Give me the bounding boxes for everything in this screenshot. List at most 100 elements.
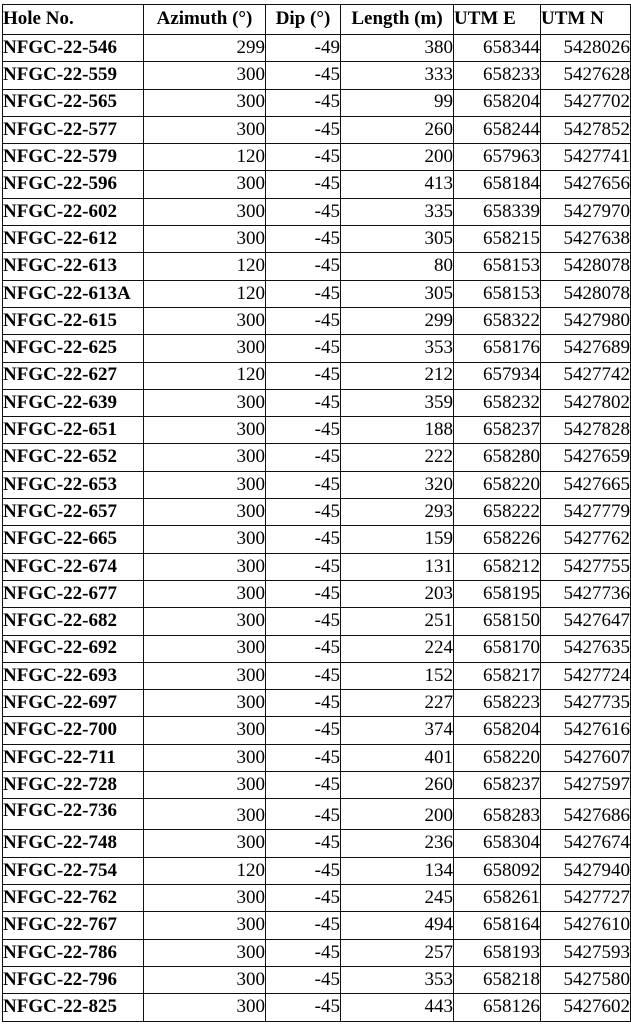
value-cell: 658322 [453,306,541,336]
value-cell: 299 [340,306,454,336]
value-cell: 260 [340,115,454,145]
value-cell: 227 [340,689,454,718]
value-cell: 300 [143,743,266,773]
value-cell: -45 [265,716,341,745]
value-cell: 333 [340,61,454,90]
value-cell: 300 [143,993,266,1022]
value-cell: 152 [340,661,454,691]
value-cell: -45 [265,334,341,363]
table-row: NFGC-22-653 300 -45 320 658220 5427665 [2,470,631,500]
value-cell: 300 [143,607,266,636]
value-cell: 5427736 [540,579,631,609]
value-cell: 5427741 [540,143,631,172]
value-cell: 5427602 [540,993,631,1022]
value-cell: 293 [340,498,454,527]
value-cell: 300 [143,911,266,940]
hole-no-cell: NFGC-22-692 [2,634,144,663]
value-cell: 300 [143,306,266,336]
hole-no-cell: NFGC-22-639 [2,388,144,418]
value-cell: 99 [340,88,454,117]
value-cell: 300 [143,829,266,858]
value-cell: 299 [143,33,266,63]
value-cell: 5427702 [540,88,631,117]
hole-no-cell: NFGC-22-559 [2,61,144,90]
value-cell: 5427616 [540,716,631,745]
value-cell: 658222 [453,498,541,527]
table-row: NFGC-22-825 300 -45 443 658126 5427602 [2,993,631,1022]
value-cell: -45 [265,607,341,636]
table-row: NFGC-22-674 300 -45 131 658212 5427755 [2,552,631,581]
table-row: NFGC-22-657 300 -45 293 658222 5427779 [2,498,631,527]
value-cell: 120 [143,856,266,886]
hole-no-cell: NFGC-22-613 [2,252,144,281]
table-row: NFGC-22-565 300 -45 99 658204 5427702 [2,88,631,117]
value-cell: 5427628 [540,61,631,90]
value-cell: -45 [265,856,341,886]
value-cell: 251 [340,607,454,636]
value-cell: 658176 [453,334,541,363]
value-cell: 658215 [453,225,541,254]
value-cell: 658218 [453,965,541,995]
value-cell: 300 [143,552,266,581]
hole-no-cell: NFGC-22-627 [2,361,144,390]
value-cell: 5427727 [540,884,631,913]
table-row: NFGC-22-596 300 -45 413 658184 5427656 [2,170,631,199]
value-cell: 222 [340,443,454,472]
value-cell: 5427593 [540,938,631,967]
value-cell: -45 [265,798,341,831]
value-cell: 300 [143,938,266,967]
value-cell: 5427656 [540,170,631,199]
value-cell: 300 [143,225,266,254]
table-row: NFGC-22-639 300 -45 359 658232 5427802 [2,388,631,418]
table-row: NFGC-22-762 300 -45 245 658261 5427727 [2,884,631,913]
value-cell: -45 [265,170,341,199]
value-cell: -45 [265,525,341,554]
value-cell: 300 [143,334,266,363]
value-cell: 658244 [453,115,541,145]
value-cell: -45 [265,88,341,117]
hole-no-cell: NFGC-22-612 [2,225,144,254]
value-cell: 212 [340,361,454,390]
hole-no-cell: NFGC-22-596 [2,170,144,199]
hole-no-cell: NFGC-22-613A [2,279,144,308]
value-cell: -49 [265,33,341,63]
value-cell: 5427674 [540,829,631,858]
table-row: NFGC-22-786 300 -45 257 658193 5427593 [2,938,631,967]
table-row: NFGC-22-692 300 -45 224 658170 5427635 [2,634,631,663]
table-row: NFGC-22-579 120 -45 200 657963 5427741 [2,143,631,172]
value-cell: 300 [143,170,266,199]
hole-no-cell: NFGC-22-767 [2,911,144,940]
value-cell: 300 [143,388,266,418]
value-cell: -45 [265,306,341,336]
value-cell: 658220 [453,470,541,500]
hole-no-cell: NFGC-22-697 [2,689,144,718]
table-row: NFGC-22-693 300 -45 152 658217 5427724 [2,661,631,691]
table-row: NFGC-22-748 300 -45 236 658304 5427674 [2,829,631,858]
value-cell: 658092 [453,856,541,886]
value-cell: 5428026 [540,33,631,63]
value-cell: 80 [340,252,454,281]
value-cell: 5427580 [540,965,631,995]
table-row: NFGC-22-613 120 -45 80 658153 5428078 [2,252,631,281]
value-cell: 5427610 [540,911,631,940]
value-cell: 260 [340,771,454,800]
value-cell: 134 [340,856,454,886]
value-cell: 658195 [453,579,541,609]
value-cell: -45 [265,661,341,691]
hole-no-cell: NFGC-22-602 [2,197,144,227]
value-cell: -45 [265,143,341,172]
value-cell: 305 [340,279,454,308]
value-cell: 300 [143,771,266,800]
value-cell: 658226 [453,525,541,554]
value-cell: 224 [340,634,454,663]
value-cell: 658283 [453,798,541,831]
value-cell: 5427852 [540,115,631,145]
value-cell: 5427755 [540,552,631,581]
value-cell: 200 [340,143,454,172]
value-cell: 236 [340,829,454,858]
value-cell: 658153 [453,279,541,308]
value-cell: 658217 [453,661,541,691]
value-cell: 5427980 [540,306,631,336]
value-cell: -45 [265,689,341,718]
table-row: NFGC-22-546 299 -49 380 658344 5428026 [2,33,631,63]
